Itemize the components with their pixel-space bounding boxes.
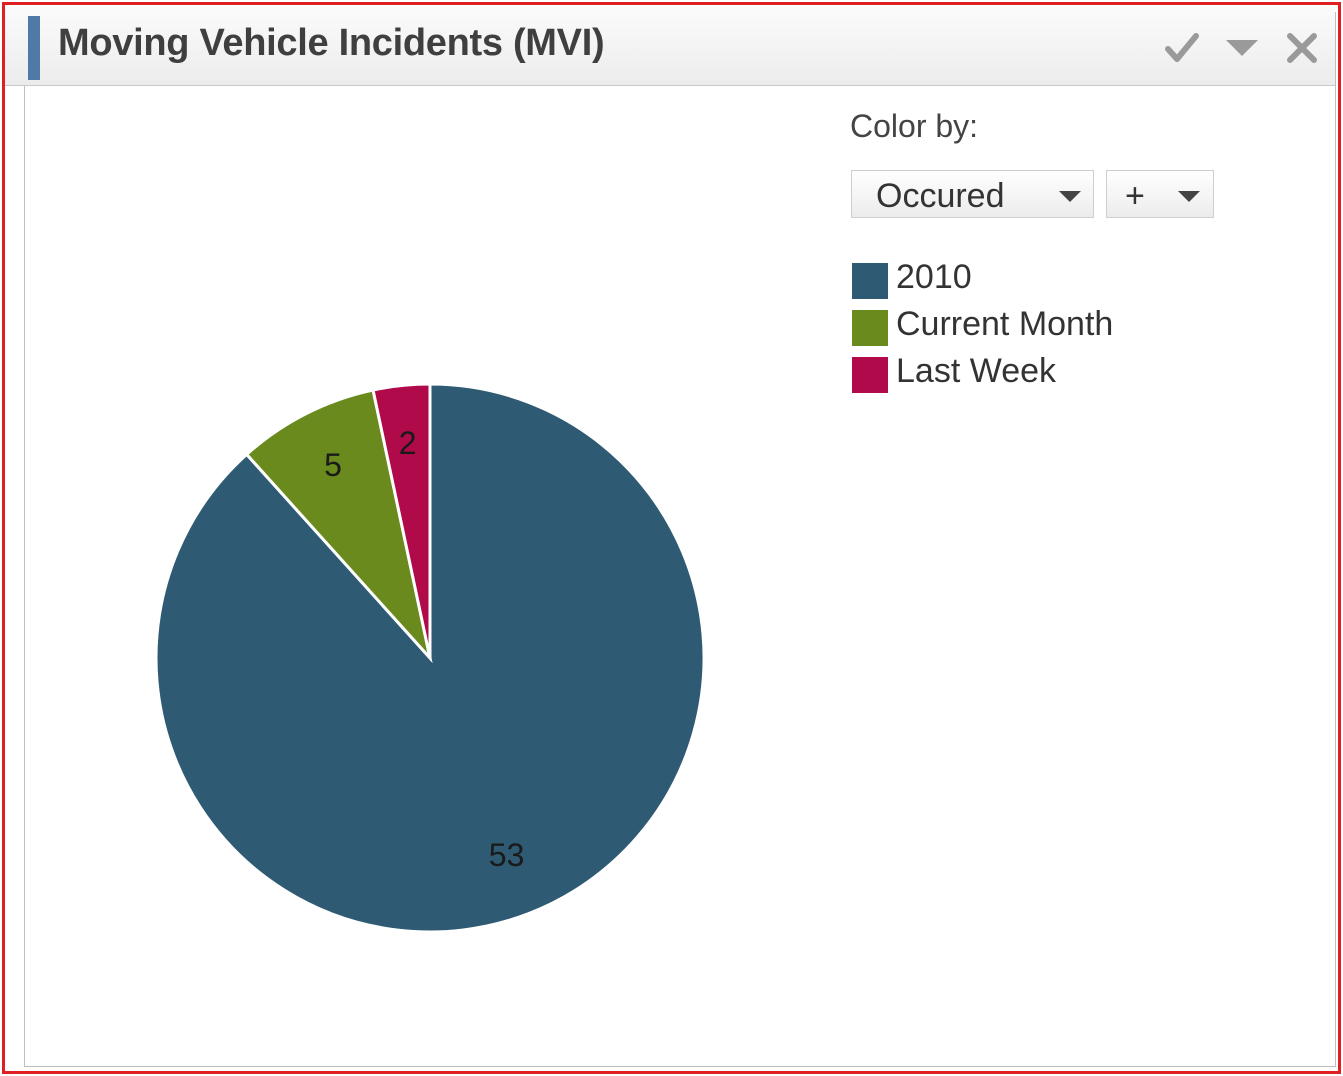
chevron-down-icon[interactable]	[1222, 28, 1262, 68]
color-by-add-dropdown[interactable]: +	[1106, 170, 1214, 218]
legend-swatch	[852, 310, 888, 346]
panel-header	[5, 7, 1335, 86]
color-by-label: Color by:	[850, 108, 979, 144]
pie-label-last-week: 2	[399, 425, 417, 461]
pie-slice-current-month[interactable]	[244, 388, 433, 664]
color-by-add-value: +	[1125, 177, 1145, 215]
legend-label: Last Week	[896, 352, 1057, 390]
checkmark-icon[interactable]	[1162, 28, 1202, 68]
legend-label: 2010	[896, 258, 972, 296]
pie-label-2010: 53	[489, 837, 525, 873]
chevron-down-icon	[1178, 191, 1200, 202]
pie-chart: 53 5 2	[150, 378, 710, 938]
panel-title: Moving Vehicle Incidents (MVI)	[58, 22, 605, 64]
pie-slice-last-week[interactable]	[371, 382, 432, 659]
close-icon[interactable]	[1282, 28, 1322, 68]
legend-swatch	[852, 357, 888, 393]
header-accent-bar	[28, 16, 40, 80]
chevron-down-icon	[1059, 191, 1081, 202]
legend-swatch	[852, 263, 888, 299]
pie-label-current-month: 5	[324, 447, 342, 483]
color-by-field-value: Occured	[876, 177, 1005, 215]
legend-label: Current Month	[896, 305, 1114, 343]
color-by-field-dropdown[interactable]: Occured	[851, 170, 1094, 218]
